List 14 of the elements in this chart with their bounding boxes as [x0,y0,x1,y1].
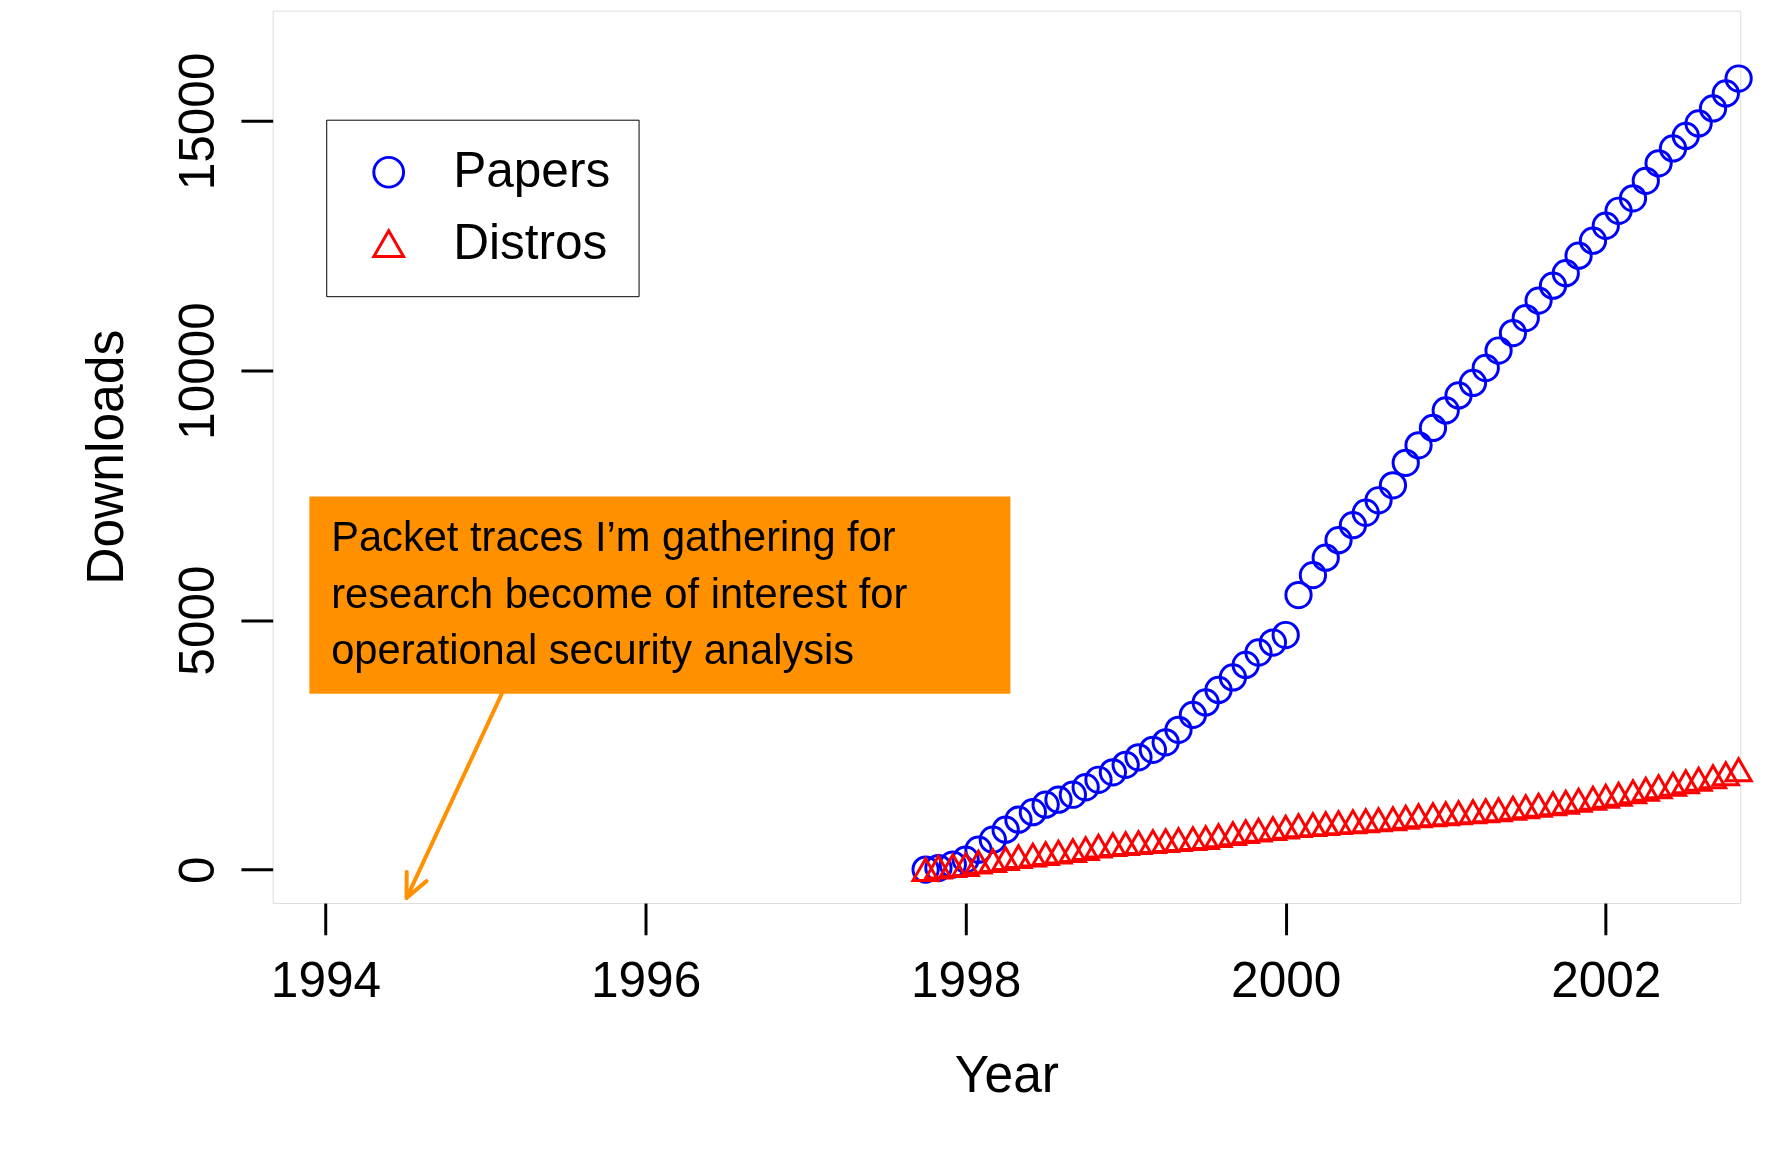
y-axis-title: Downloads [76,329,135,585]
x-tick-label: 2002 [1551,951,1662,1008]
x-tick-label: 1996 [590,951,702,1008]
annotation: Packet traces I’m gathering for research become of interest for operational security analysis [331,513,908,674]
x-tick-label: 2000 [1231,951,1342,1008]
y-tick-label: 0 [168,856,225,884]
x-axis-title: Year [954,1044,1060,1103]
x-tick-label: 1994 [270,951,382,1008]
y-tick-label: 10000 [168,302,225,440]
legend-label: Distros [453,213,608,270]
y-tick-label: 15000 [168,52,225,191]
x-tick-label: 1998 [911,951,1022,1008]
y-tick-label: 5000 [168,565,225,676]
legend-label: Papers [453,142,611,199]
